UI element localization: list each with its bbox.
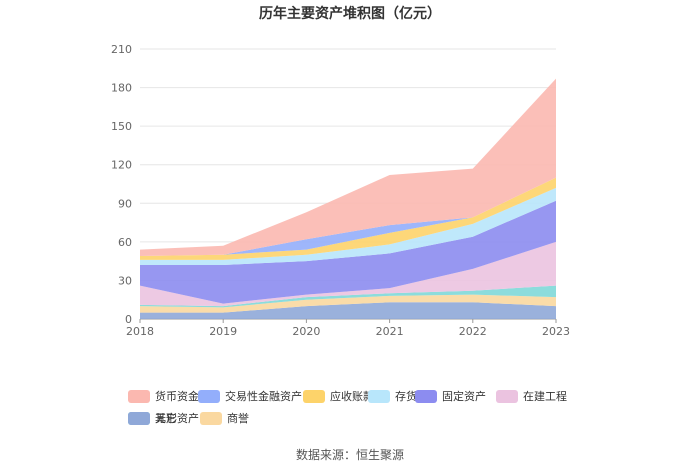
y-tick-label: 30 (118, 274, 132, 287)
chart-title: 历年主要资产堆积图（亿元） (259, 5, 441, 22)
x-tick-label: 2020 (292, 325, 320, 338)
legend-item[interactable]: 应收账款 (303, 388, 374, 404)
area-series-在建工程 (140, 241, 556, 307)
legend-label: 固定资产 (442, 390, 486, 403)
legend-item[interactable]: 存货 (368, 388, 417, 404)
area-series-商誉 (140, 294, 556, 313)
legend-swatch (415, 389, 437, 403)
x-tick-label: 2019 (209, 325, 237, 338)
data-source-note: 数据来源：恒生聚源 (295, 448, 404, 462)
y-tick-label: 0 (125, 313, 132, 326)
legend-label: 其它 (155, 412, 177, 425)
legend-label: 货币资金 (155, 390, 199, 403)
legend-label: 交易性金融资产 (225, 390, 302, 403)
area-series-存货 (140, 187, 556, 265)
legend-item[interactable]: 交易性金融资产 (198, 388, 302, 404)
area-series-无形资产 (140, 285, 556, 308)
y-tick-label: 90 (118, 197, 132, 210)
x-tick-label: 2021 (376, 325, 404, 338)
legend-label: 应收账款 (330, 390, 374, 403)
legend-swatch (368, 389, 390, 403)
legend-item[interactable]: 其它 (128, 410, 177, 426)
legend-item[interactable]: 货币资金 (128, 388, 199, 404)
y-tick-label: 210 (111, 43, 132, 56)
legend-swatch (200, 411, 222, 425)
x-tick-label: 2023 (542, 325, 570, 338)
area-series-交易性金融资产 (140, 177, 556, 256)
area-series-应收账款 (140, 177, 556, 260)
y-tick-label: 150 (111, 120, 132, 133)
legend-item[interactable]: 商誉 (200, 410, 249, 426)
y-tick-label: 60 (118, 236, 132, 249)
y-tick-label: 120 (111, 159, 132, 172)
legend-swatch (198, 389, 220, 403)
area-series-固定资产 (140, 200, 556, 304)
y-axis-ticks: 0 30 60 90 120 150 180 210 (111, 43, 132, 326)
area-series-其它 (140, 302, 556, 319)
legend-swatch (496, 389, 518, 403)
legend-swatch (303, 389, 325, 403)
legend-label: 在建工程 (523, 390, 567, 403)
area-series-货币资金 (140, 78, 556, 256)
x-axis-ticks: 2018 2019 2020 2021 2022 2023 (126, 319, 570, 338)
legend-item[interactable]: 固定资产 (415, 388, 486, 404)
legend-label: 商誉 (227, 412, 249, 425)
area-series-group (140, 78, 556, 319)
legend-label: 无形资产 (155, 412, 199, 425)
x-tick-label: 2022 (459, 325, 487, 338)
legend-label: 存货 (395, 390, 417, 403)
legend-swatch (128, 389, 150, 403)
legend-swatch (128, 411, 150, 425)
x-tick-label: 2018 (126, 325, 154, 338)
legend-item[interactable]: 在建工程 (496, 388, 567, 404)
y-tick-label: 180 (111, 82, 132, 95)
